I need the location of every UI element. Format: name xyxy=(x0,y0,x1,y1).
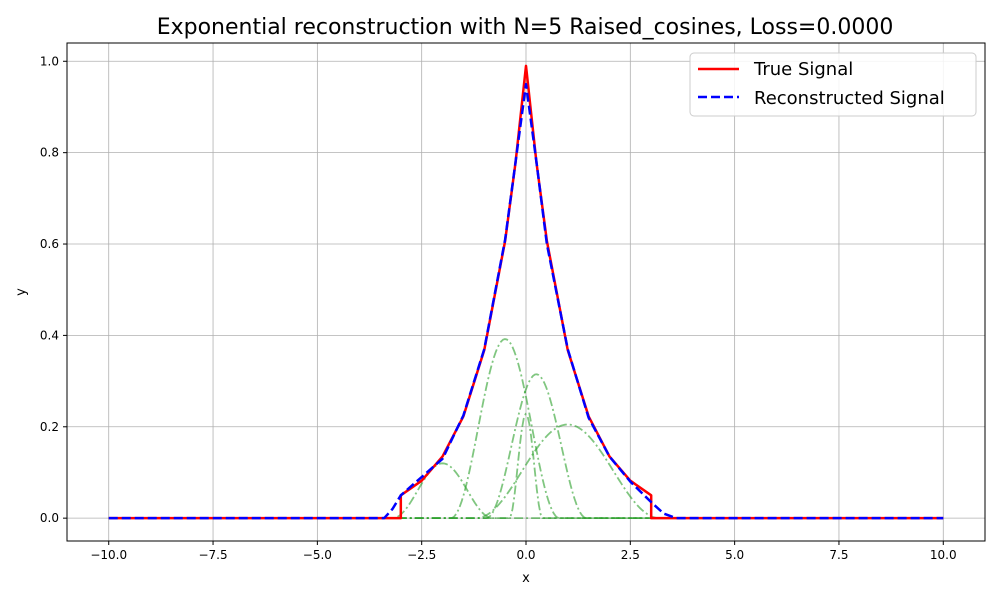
y-tick-label: 0.6 xyxy=(40,237,59,251)
x-axis-ticks: −10.0 −7.5 −5.0 −2.5 0.0 2.5 5.0 7.5 10.0 xyxy=(90,541,957,562)
x-tick-label: −2.5 xyxy=(407,548,436,562)
x-tick-label: 7.5 xyxy=(829,548,848,562)
plot-area xyxy=(108,64,944,520)
series-line-reconstructed-signal xyxy=(108,82,944,520)
chart-title: Exponential reconstruction with N=5 Rais… xyxy=(157,15,894,40)
y-axis-label: y xyxy=(14,288,29,296)
series-layer xyxy=(108,64,944,520)
legend-label-reconstructed-signal: Reconstructed Signal xyxy=(754,88,945,109)
x-tick-label: −5.0 xyxy=(303,548,332,562)
y-tick-label: 0.2 xyxy=(40,420,59,434)
x-tick-label: −10.0 xyxy=(90,548,127,562)
y-axis-ticks: 0.0 0.2 0.4 0.6 0.8 1.0 xyxy=(40,54,67,525)
y-tick-label: 0.4 xyxy=(40,328,59,342)
x-axis-label: x xyxy=(522,571,530,586)
x-tick-label: −7.5 xyxy=(198,548,227,562)
y-tick-label: 0.0 xyxy=(40,511,59,525)
y-tick-label: 0.8 xyxy=(40,146,59,160)
x-tick-label: 5.0 xyxy=(725,548,744,562)
x-tick-label: 2.5 xyxy=(621,548,640,562)
x-tick-label: 0.0 xyxy=(516,548,535,562)
legend: True Signal Reconstructed Signal xyxy=(689,52,977,117)
legend-box xyxy=(689,52,977,117)
x-tick-label: 10.0 xyxy=(930,548,957,562)
y-tick-label: 1.0 xyxy=(40,54,59,68)
legend-label-true-signal: True Signal xyxy=(753,59,853,80)
